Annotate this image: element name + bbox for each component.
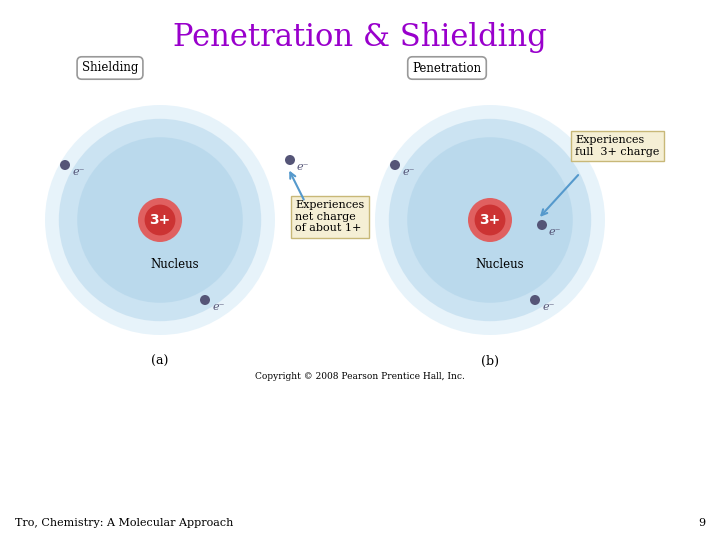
Circle shape: [145, 205, 176, 235]
Circle shape: [468, 198, 512, 242]
Circle shape: [389, 119, 591, 321]
Text: Nucleus: Nucleus: [150, 258, 199, 271]
Text: 9: 9: [698, 518, 705, 528]
Text: Experiences
full  3+ charge: Experiences full 3+ charge: [575, 135, 660, 157]
Text: Copyright © 2008 Pearson Prentice Hall, Inc.: Copyright © 2008 Pearson Prentice Hall, …: [255, 372, 465, 381]
Text: Penetration & Shielding: Penetration & Shielding: [173, 22, 547, 53]
Text: Tro, Chemistry: A Molecular Approach: Tro, Chemistry: A Molecular Approach: [15, 518, 233, 528]
Text: e⁻: e⁻: [549, 227, 562, 237]
Circle shape: [138, 198, 182, 242]
Text: Nucleus: Nucleus: [476, 258, 524, 271]
Circle shape: [45, 105, 275, 335]
Text: (b): (b): [481, 355, 499, 368]
Circle shape: [530, 295, 540, 305]
Circle shape: [60, 160, 70, 170]
Text: 3+: 3+: [149, 213, 171, 227]
Circle shape: [59, 119, 261, 321]
Circle shape: [375, 105, 605, 335]
Text: Shielding: Shielding: [82, 62, 138, 75]
Circle shape: [408, 137, 573, 303]
Text: e⁻: e⁻: [403, 167, 415, 177]
Circle shape: [474, 205, 505, 235]
Text: e⁻: e⁻: [543, 302, 556, 312]
Text: (a): (a): [151, 355, 168, 368]
Text: Experiences
net charge
of about 1+: Experiences net charge of about 1+: [295, 200, 364, 233]
Circle shape: [285, 155, 295, 165]
Circle shape: [390, 160, 400, 170]
Text: e⁻: e⁻: [73, 167, 86, 177]
Text: e⁻: e⁻: [297, 162, 310, 172]
Text: e⁻: e⁻: [213, 302, 225, 312]
Circle shape: [200, 295, 210, 305]
Circle shape: [537, 220, 547, 230]
Circle shape: [77, 137, 243, 303]
Text: Penetration: Penetration: [413, 62, 482, 75]
Text: 3+: 3+: [480, 213, 500, 227]
